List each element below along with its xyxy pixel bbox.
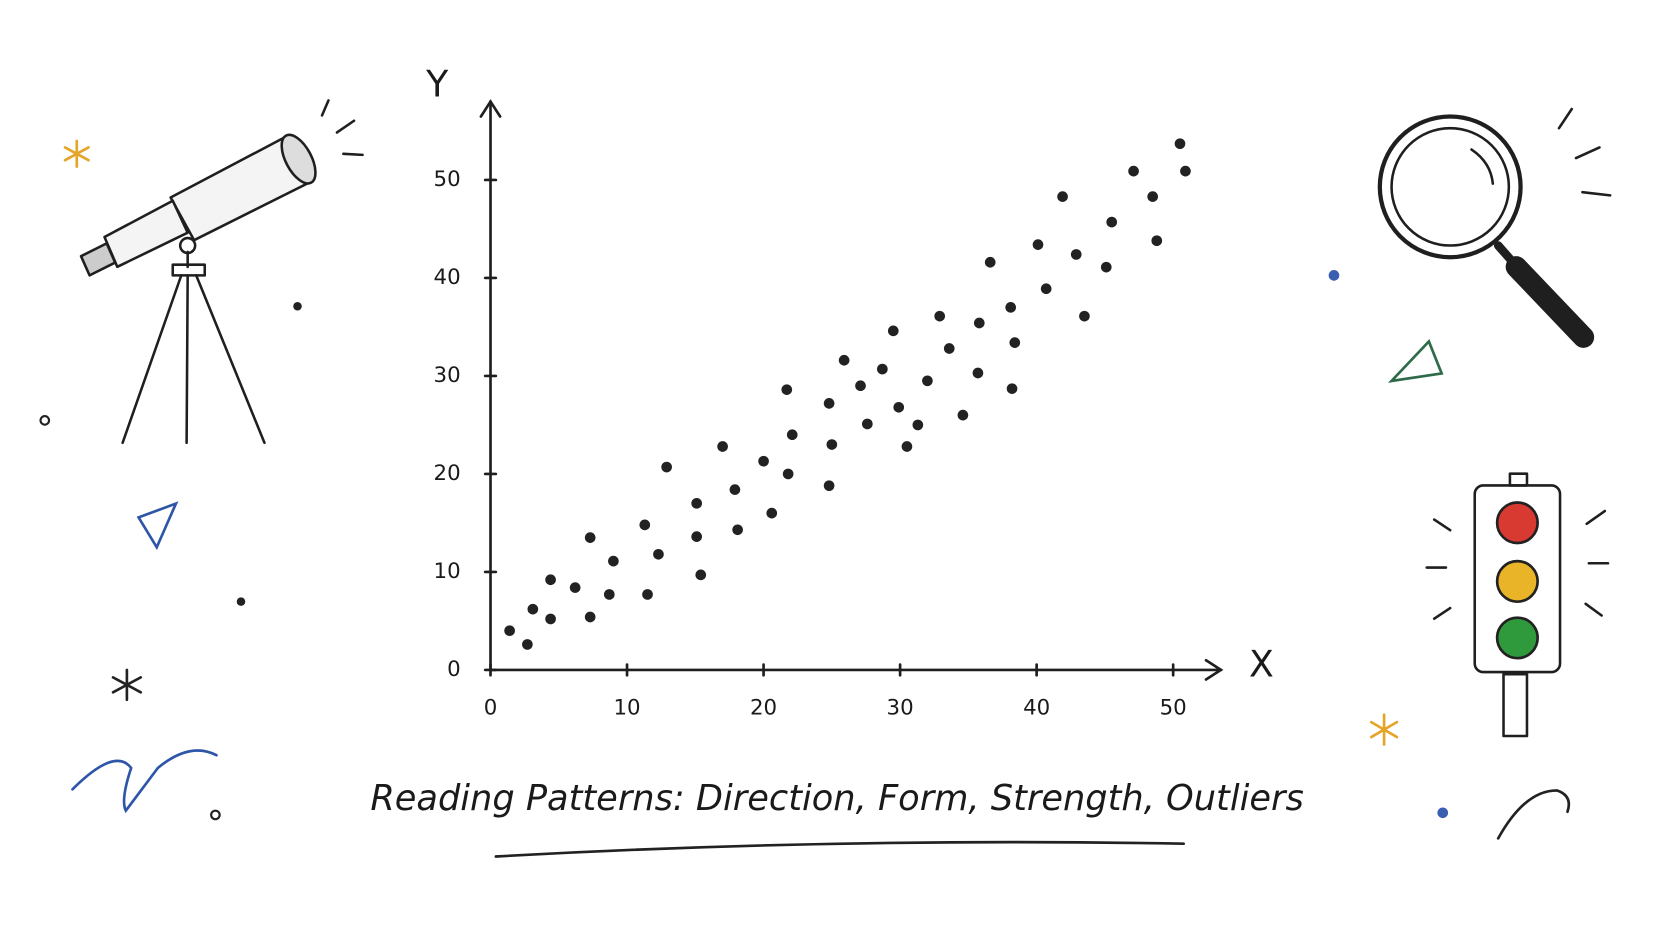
scatter-point bbox=[887, 325, 899, 337]
x-tick-label: 40 bbox=[1023, 695, 1050, 720]
scatter-point bbox=[1057, 191, 1068, 202]
traffic-light-illustration bbox=[1425, 472, 1610, 738]
y-tick-label: 40 bbox=[434, 265, 461, 290]
scatter-point bbox=[1070, 249, 1082, 260]
y-tick-label: 30 bbox=[434, 363, 461, 388]
scatter-point bbox=[922, 375, 933, 387]
title-underline bbox=[494, 840, 1185, 858]
scatter-point bbox=[1079, 310, 1090, 322]
scatter-point bbox=[823, 480, 835, 492]
scatter-point bbox=[1005, 302, 1017, 313]
scatter-point bbox=[984, 256, 996, 268]
scatter-point bbox=[729, 484, 741, 495]
scatter-point bbox=[1040, 283, 1052, 295]
doodles bbox=[39, 139, 1571, 840]
scatter-point bbox=[732, 524, 743, 536]
x-tick-label: 20 bbox=[750, 695, 777, 720]
scatter-point bbox=[766, 507, 778, 519]
y-tick-label: 50 bbox=[434, 167, 461, 192]
scatter-point bbox=[957, 409, 969, 421]
scatter-point bbox=[1180, 165, 1191, 177]
scatter-point bbox=[1151, 235, 1163, 247]
scatter-point bbox=[934, 310, 946, 322]
y-tick-label: 10 bbox=[434, 559, 461, 584]
scatter-point bbox=[893, 401, 905, 413]
magnifier-illustration bbox=[1377, 107, 1612, 348]
scatter-point bbox=[545, 574, 556, 586]
scatter-point bbox=[584, 611, 596, 623]
scatter-point bbox=[1174, 138, 1186, 150]
scatter-point bbox=[545, 613, 556, 625]
scatter-point bbox=[695, 569, 707, 581]
y-tick-label: 0 bbox=[447, 657, 461, 682]
x-axis-label: X bbox=[1249, 643, 1274, 686]
scatter-point bbox=[1009, 337, 1021, 348]
scatter-point bbox=[1128, 165, 1139, 177]
scatter-point bbox=[691, 531, 703, 542]
scatter-point bbox=[642, 589, 653, 600]
scatter-point bbox=[786, 429, 798, 441]
scatter-point bbox=[504, 625, 515, 637]
scatter-point bbox=[823, 398, 835, 409]
scatter-point bbox=[603, 589, 615, 600]
scatter-point bbox=[901, 441, 913, 452]
x-tick-label: 10 bbox=[613, 695, 640, 720]
y-axis-arrow bbox=[479, 99, 502, 118]
x-axis-arrow bbox=[1204, 658, 1224, 681]
x-tick-label: 0 bbox=[484, 695, 498, 720]
scatter-point bbox=[877, 363, 888, 375]
scatter-point bbox=[661, 461, 672, 473]
scatter-point bbox=[1032, 239, 1044, 250]
scatter-point bbox=[973, 317, 985, 329]
scatter-point bbox=[838, 354, 850, 366]
scatter-point bbox=[1006, 383, 1018, 394]
scatter-point bbox=[758, 455, 769, 467]
scatter-point bbox=[653, 548, 664, 560]
scatter-point bbox=[855, 380, 866, 392]
scatter-point bbox=[782, 468, 794, 480]
scatter-point bbox=[972, 367, 984, 379]
scatter-point bbox=[826, 439, 838, 450]
scatter-point bbox=[1100, 261, 1112, 273]
chart-title: Reading Patterns: Direction, Form, Stren… bbox=[370, 778, 1303, 819]
scatter-point bbox=[639, 519, 651, 531]
y-tick-label: 20 bbox=[434, 461, 461, 486]
scatter-point bbox=[691, 497, 703, 509]
scatter-point bbox=[527, 603, 539, 615]
scatter-point bbox=[1147, 191, 1159, 202]
scatter-point bbox=[862, 418, 873, 430]
x-tick-label: 50 bbox=[1160, 695, 1187, 720]
scatter-point bbox=[608, 555, 619, 567]
scatter-point bbox=[522, 639, 533, 650]
scatter-point bbox=[1106, 216, 1118, 228]
scatter-point bbox=[584, 532, 596, 543]
scatter-point bbox=[943, 343, 955, 354]
telescope-illustration bbox=[79, 99, 364, 445]
x-tick-label: 30 bbox=[887, 695, 914, 720]
scatter-point bbox=[912, 419, 924, 431]
scatter-point bbox=[717, 441, 728, 452]
y-axis-label: Y bbox=[425, 63, 449, 106]
scatter-point bbox=[569, 582, 581, 593]
scatter-point bbox=[781, 384, 793, 395]
